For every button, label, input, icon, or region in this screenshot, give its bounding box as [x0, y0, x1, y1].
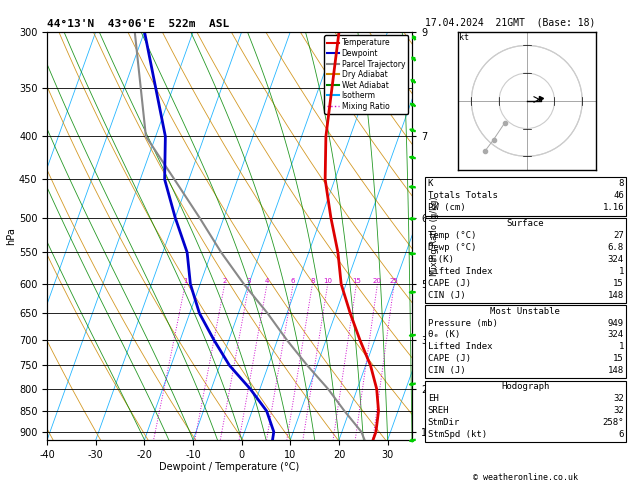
Text: 6: 6: [291, 278, 296, 284]
Text: 32: 32: [613, 406, 624, 415]
Y-axis label: km
ASL: km ASL: [438, 225, 456, 246]
Text: 8: 8: [310, 278, 314, 284]
Text: StmSpd (kt): StmSpd (kt): [428, 430, 487, 439]
Text: kt: kt: [459, 33, 469, 42]
Text: 148: 148: [608, 366, 624, 375]
Text: 258°: 258°: [603, 418, 624, 427]
Text: θₑ(K): θₑ(K): [428, 255, 455, 264]
Text: 44°13'N  43°06'E  522m  ASL: 44°13'N 43°06'E 522m ASL: [47, 19, 230, 30]
Text: Most Unstable: Most Unstable: [490, 307, 560, 316]
Text: Temp (°C): Temp (°C): [428, 231, 476, 241]
Text: 6: 6: [618, 430, 624, 439]
Legend: Temperature, Dewpoint, Parcel Trajectory, Dry Adiabat, Wet Adiabat, Isotherm, Mi: Temperature, Dewpoint, Parcel Trajectory…: [324, 35, 408, 114]
Text: 10: 10: [323, 278, 332, 284]
Text: 25: 25: [390, 278, 398, 284]
Text: CIN (J): CIN (J): [428, 291, 465, 300]
Text: CAPE (J): CAPE (J): [428, 354, 470, 364]
Text: θₑ (K): θₑ (K): [428, 330, 460, 340]
Text: Mixing Ratio (g/kg): Mixing Ratio (g/kg): [430, 196, 438, 276]
Text: Dewp (°C): Dewp (°C): [428, 243, 476, 252]
Text: 1: 1: [183, 278, 187, 284]
Text: 15: 15: [613, 279, 624, 288]
Text: 1: 1: [618, 267, 624, 276]
Text: K: K: [428, 179, 433, 188]
Text: 3: 3: [247, 278, 251, 284]
Text: Lifted Index: Lifted Index: [428, 267, 493, 276]
Y-axis label: hPa: hPa: [6, 227, 16, 244]
Text: Hodograph: Hodograph: [501, 382, 549, 391]
Text: 1: 1: [618, 343, 624, 351]
Text: Pressure (mb): Pressure (mb): [428, 319, 498, 328]
Text: EH: EH: [428, 394, 438, 403]
Text: 324: 324: [608, 255, 624, 264]
Text: 20: 20: [373, 278, 382, 284]
Text: 6.8: 6.8: [608, 243, 624, 252]
Text: 1.16: 1.16: [603, 203, 624, 212]
Text: © weatheronline.co.uk: © weatheronline.co.uk: [473, 473, 577, 482]
Text: 27: 27: [613, 231, 624, 241]
Text: CL: CL: [540, 126, 552, 136]
X-axis label: Dewpoint / Temperature (°C): Dewpoint / Temperature (°C): [160, 462, 299, 472]
Text: StmDir: StmDir: [428, 418, 460, 427]
Text: 17.04.2024  21GMT  (Base: 18): 17.04.2024 21GMT (Base: 18): [425, 17, 595, 27]
Text: CIN (J): CIN (J): [428, 366, 465, 375]
Text: 32: 32: [613, 394, 624, 403]
Text: 4: 4: [265, 278, 269, 284]
Text: Surface: Surface: [506, 220, 544, 228]
Text: 148: 148: [608, 291, 624, 300]
Text: 15: 15: [352, 278, 361, 284]
Text: 46: 46: [613, 191, 624, 200]
Text: 8: 8: [618, 179, 624, 188]
Text: Totals Totals: Totals Totals: [428, 191, 498, 200]
Text: 324: 324: [608, 330, 624, 340]
Text: 949: 949: [608, 319, 624, 328]
Text: Lifted Index: Lifted Index: [428, 343, 493, 351]
Text: CAPE (J): CAPE (J): [428, 279, 470, 288]
Text: 2: 2: [223, 278, 227, 284]
Text: 15: 15: [613, 354, 624, 364]
Text: SREH: SREH: [428, 406, 449, 415]
Text: PW (cm): PW (cm): [428, 203, 465, 212]
